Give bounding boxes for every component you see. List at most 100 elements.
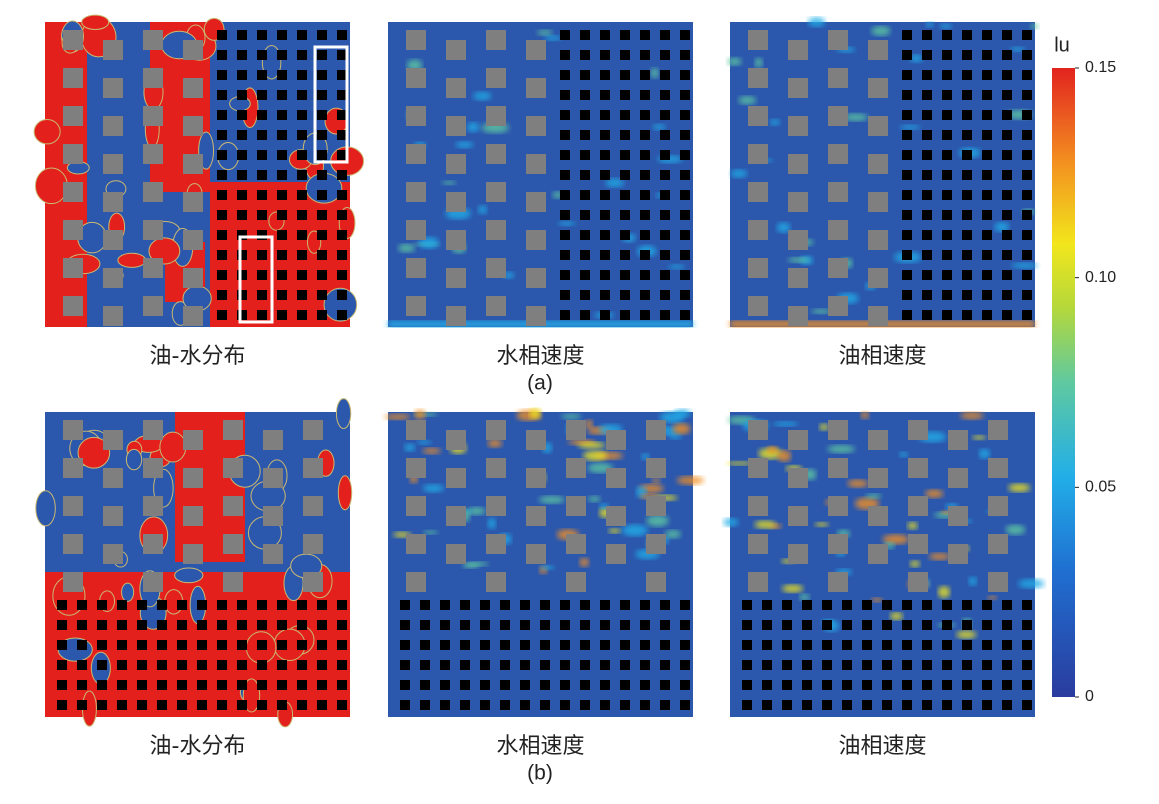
large-obstacle: [446, 268, 466, 288]
large-obstacle: [143, 534, 163, 554]
large-obstacle: [183, 40, 203, 60]
small-obstacle: [277, 130, 287, 140]
small-obstacle: [620, 310, 630, 320]
small-obstacle: [962, 130, 972, 140]
small-obstacle: [600, 640, 610, 650]
small-obstacle: [680, 30, 690, 40]
large-obstacle: [788, 192, 808, 212]
large-obstacle: [486, 458, 506, 478]
small-obstacle: [277, 600, 287, 610]
small-obstacle: [197, 700, 207, 710]
large-obstacle: [63, 258, 83, 278]
large-obstacle: [606, 544, 626, 564]
small-obstacle: [962, 620, 972, 630]
velocity-streak: [799, 593, 810, 601]
small-obstacle: [942, 50, 952, 60]
small-obstacle: [660, 600, 670, 610]
small-obstacle: [1002, 210, 1012, 220]
small-obstacle: [217, 190, 227, 200]
large-obstacle: [526, 430, 546, 450]
small-obstacle: [742, 640, 752, 650]
velocity-streak: [723, 517, 739, 527]
small-obstacle: [460, 640, 470, 650]
small-obstacle: [620, 130, 630, 140]
small-obstacle: [197, 660, 207, 670]
large-obstacle: [526, 544, 546, 564]
small-obstacle: [620, 30, 630, 40]
large-obstacle: [788, 468, 808, 488]
small-obstacle: [77, 640, 87, 650]
small-obstacle: [982, 190, 992, 200]
small-obstacle: [1022, 250, 1032, 260]
small-obstacle: [440, 600, 450, 610]
small-obstacle: [580, 50, 590, 60]
small-obstacle: [660, 620, 670, 630]
large-obstacle: [103, 192, 123, 212]
phase-blob: [81, 14, 110, 30]
small-obstacle: [862, 640, 872, 650]
large-obstacle: [606, 506, 626, 526]
small-obstacle: [257, 270, 267, 280]
small-obstacle: [1022, 70, 1032, 80]
large-obstacle: [103, 230, 123, 250]
phase-blob: [242, 678, 261, 713]
large-obstacle: [828, 220, 848, 240]
large-obstacle: [446, 192, 466, 212]
small-obstacle: [982, 680, 992, 690]
velocity-streak: [924, 489, 944, 498]
large-obstacle: [446, 154, 466, 174]
velocity-streak: [754, 520, 776, 529]
large-obstacle: [868, 430, 888, 450]
small-obstacle: [460, 600, 470, 610]
large-obstacle: [646, 496, 666, 516]
small-obstacle: [257, 250, 267, 260]
velocity-streak: [937, 586, 951, 599]
small-obstacle: [500, 620, 510, 630]
large-obstacle: [566, 534, 586, 554]
small-obstacle: [257, 110, 267, 120]
large-obstacle: [103, 306, 123, 326]
small-obstacle: [217, 170, 227, 180]
small-obstacle: [680, 150, 690, 160]
small-obstacle: [922, 310, 932, 320]
small-obstacle: [902, 290, 912, 300]
small-obstacle: [277, 210, 287, 220]
small-obstacle: [660, 50, 670, 60]
large-obstacle: [748, 296, 768, 316]
small-obstacle: [460, 620, 470, 630]
phase-blob: [125, 448, 143, 471]
small-obstacle: [57, 620, 67, 630]
small-obstacle: [822, 700, 832, 710]
phase-blob: [35, 490, 56, 527]
large-obstacle: [63, 458, 83, 478]
small-obstacle: [217, 130, 227, 140]
small-obstacle: [640, 700, 650, 710]
large-obstacle: [103, 506, 123, 526]
small-obstacle: [560, 310, 570, 320]
small-obstacle: [277, 680, 287, 690]
small-obstacle: [842, 680, 852, 690]
large-obstacle: [948, 430, 968, 450]
small-obstacle: [640, 130, 650, 140]
small-obstacle: [842, 700, 852, 710]
small-obstacle: [640, 640, 650, 650]
small-obstacle: [620, 170, 630, 180]
large-obstacle: [748, 458, 768, 478]
velocity-streak: [769, 119, 780, 126]
small-obstacle: [962, 310, 972, 320]
small-obstacle: [1022, 270, 1032, 280]
small-obstacle: [942, 250, 952, 260]
small-obstacle: [277, 310, 287, 320]
small-obstacle: [660, 640, 670, 650]
small-obstacle: [922, 290, 932, 300]
large-obstacle: [446, 78, 466, 98]
velocity-streak: [417, 440, 432, 445]
small-obstacle: [680, 70, 690, 80]
small-obstacle: [217, 640, 227, 650]
small-obstacle: [580, 290, 590, 300]
small-obstacle: [77, 680, 87, 690]
small-obstacle: [117, 660, 127, 670]
small-obstacle: [337, 310, 347, 320]
small-obstacle: [1022, 680, 1032, 690]
